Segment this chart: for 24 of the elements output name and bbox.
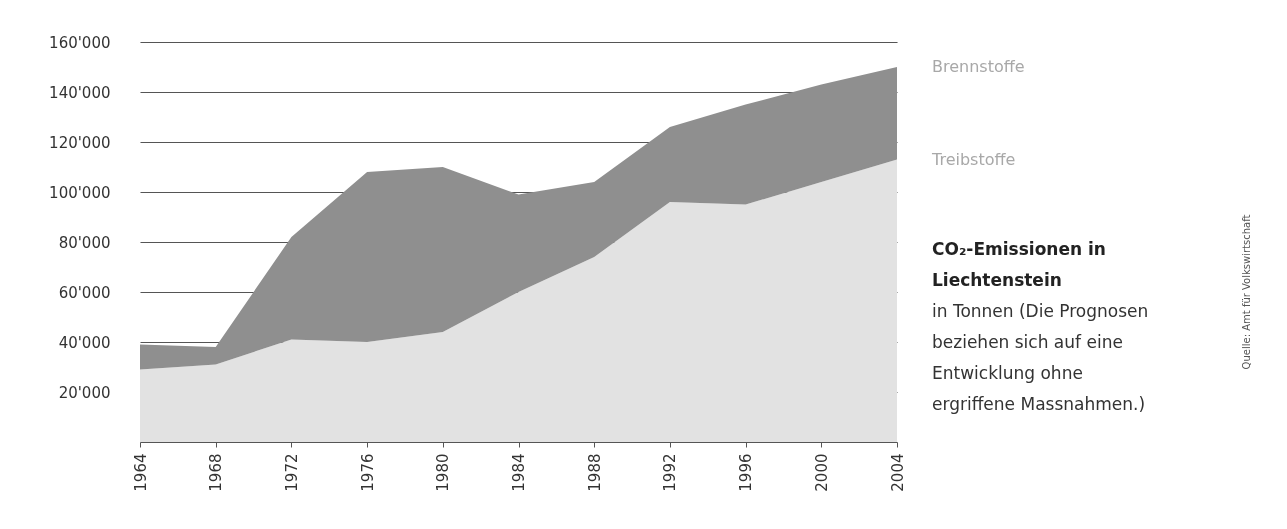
x-tick-label: 2000: [812, 453, 831, 492]
y-tick-label: 120'000: [49, 133, 111, 152]
x-tick-label: 1980: [434, 453, 453, 492]
x-tick-label: 1996: [737, 453, 756, 492]
y-tick-label: 40'000: [58, 333, 111, 352]
y-tick-label: 20'000: [58, 383, 111, 402]
x-tick-label: 1988: [585, 453, 604, 492]
text: CO₂-Emissionen in Liechtenstein: [932, 239, 1106, 290]
y-tick-label: 100'000: [49, 183, 111, 202]
x-tick-label: 2004: [888, 453, 907, 492]
x-tick-label: 1976: [358, 453, 377, 492]
x-tick-label: 1968: [207, 453, 226, 492]
y-tick-label: 80'000: [58, 233, 111, 252]
text: Treibstoffe: [931, 149, 1016, 169]
text: in Tonnen (Die Prognosen beziehen sich auf eine Entwicklung ohne ergriffene Massnahmen.): [932, 301, 1149, 414]
x-tick-label: 1992: [661, 453, 680, 492]
y-tick-label: 160'000: [49, 33, 111, 52]
source-note: Quelle: Amt für Volkswirtschaft: [1241, 214, 1252, 370]
text: Brennstoffe: [932, 57, 1025, 76]
x-tick-label: 1972: [282, 453, 301, 492]
x-tick-label: 1964: [131, 453, 150, 492]
y-tick-label: 60'000: [58, 283, 111, 302]
y-tick-label: 140'000: [49, 83, 111, 102]
x-tick-label: 1984: [510, 453, 528, 492]
